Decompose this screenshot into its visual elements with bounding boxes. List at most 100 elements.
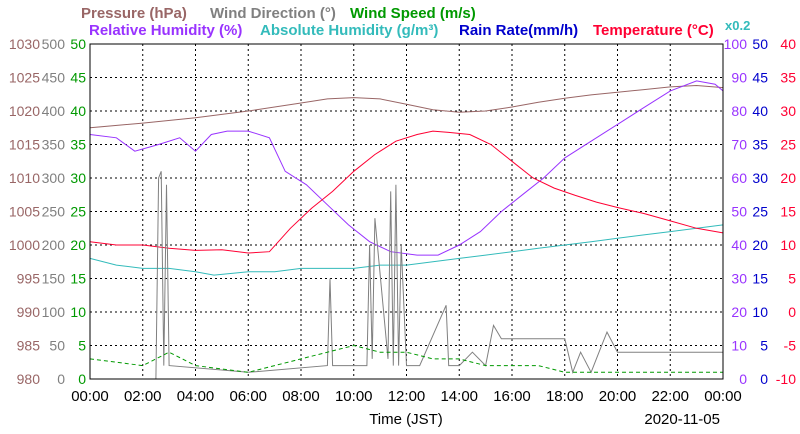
y-tick-wind-direction: 500 xyxy=(42,36,66,52)
series-humidity xyxy=(89,80,724,256)
y-tick-pressure: 1020 xyxy=(9,103,40,119)
y-tick-rain-rate: 0 xyxy=(760,371,768,387)
y-tick-wind-direction: 100 xyxy=(42,304,66,320)
y-tick-rain-rate: 5 xyxy=(760,338,768,354)
y-tick-humidity: 30 xyxy=(731,271,747,287)
x-tick-label: 12:00 xyxy=(388,388,426,405)
y-tick-wind-speed: 25 xyxy=(70,204,86,220)
y-tick-rain-rate: 45 xyxy=(752,70,768,86)
y-tick-humidity: 70 xyxy=(731,137,747,153)
x-tick-label: 22:00 xyxy=(651,388,689,405)
x-tick-label: 02:00 xyxy=(124,388,162,405)
x-tick-label: 00:00 xyxy=(71,388,109,405)
y-tick-temperature: 35 xyxy=(780,70,796,86)
legend-wind-direction: Wind Direction (°) xyxy=(210,5,336,22)
y-tick-humidity: 0 xyxy=(739,371,747,387)
legend-pressure: Pressure (hPa) xyxy=(81,5,187,22)
y-tick-wind-direction: 400 xyxy=(42,103,66,119)
x-axis-label: Time (JST) xyxy=(369,411,443,428)
y-tick-rain-rate: 20 xyxy=(752,237,768,253)
y-tick-wind-speed: 30 xyxy=(70,170,86,186)
y-tick-humidity: 10 xyxy=(731,338,747,354)
y-axes: 1030102510201015101010051000995990985980… xyxy=(9,36,796,387)
y-tick-humidity: 60 xyxy=(731,170,747,186)
y-tick-wind-direction: 150 xyxy=(42,271,66,287)
x-tick-label: 18:00 xyxy=(546,388,584,405)
series-wind-speed xyxy=(89,344,723,373)
legend-rain-rate: Rain Rate(mm/h) xyxy=(459,22,578,39)
y-tick-pressure: 990 xyxy=(17,304,41,320)
x-axis: 00:00 02:00 04:00 06:00 08:00 10:00 12:00 14:00… xyxy=(71,388,742,405)
y-tick-temperature: -5 xyxy=(784,338,797,354)
y-tick-pressure: 1010 xyxy=(9,170,40,186)
y-tick-wind-direction: 0 xyxy=(57,371,65,387)
series-group xyxy=(89,80,724,380)
y-tick-rain-rate: 40 xyxy=(752,103,768,119)
legend: Pressure (hPa) Wind Direction (°) Wind S… xyxy=(81,5,750,39)
legend-scale-note: x0.2 xyxy=(725,18,750,33)
series-temperature xyxy=(89,130,724,254)
y-tick-wind-speed: 50 xyxy=(70,36,86,52)
legend-wind-speed: Wind Speed (m/s) xyxy=(350,5,476,22)
y-tick-temperature: 5 xyxy=(788,271,796,287)
legend-absolute-humidity: Absolute Humidity (g/m³) xyxy=(260,22,438,39)
x-tick-label: 14:00 xyxy=(440,388,478,405)
y-tick-temperature: 15 xyxy=(780,204,796,220)
y-tick-pressure: 1000 xyxy=(9,237,40,253)
y-tick-temperature: 25 xyxy=(780,137,796,153)
y-tick-temperature: 20 xyxy=(780,170,796,186)
legend-relative-humidity: Relative Humidity (%) xyxy=(89,22,242,39)
y-tick-temperature: -10 xyxy=(776,371,796,387)
y-tick-rain-rate: 10 xyxy=(752,304,768,320)
y-tick-wind-speed: 40 xyxy=(70,103,86,119)
x-tick-label: 06:00 xyxy=(229,388,267,405)
y-tick-wind-speed: 0 xyxy=(78,371,86,387)
x-tick-label: 08:00 xyxy=(282,388,320,405)
y-tick-wind-speed: 15 xyxy=(70,271,86,287)
y-tick-temperature: 0 xyxy=(788,304,796,320)
x-tick-label: 10:00 xyxy=(335,388,373,405)
series-humidity-absolute xyxy=(89,224,724,276)
x-tick-label: 20:00 xyxy=(599,388,637,405)
y-tick-wind-direction: 450 xyxy=(42,70,66,86)
series-pressure xyxy=(89,84,724,129)
y-tick-humidity: 100 xyxy=(724,36,748,52)
date-label: 2020-11-05 xyxy=(644,411,720,428)
y-tick-pressure: 1015 xyxy=(9,137,40,153)
plot-frame xyxy=(89,43,724,380)
y-tick-wind-speed: 10 xyxy=(70,304,86,320)
y-tick-pressure: 980 xyxy=(17,371,41,387)
y-tick-wind-speed: 20 xyxy=(70,237,86,253)
y-tick-wind-direction: 50 xyxy=(49,338,65,354)
y-tick-temperature: 30 xyxy=(780,103,796,119)
y-tick-wind-speed: 45 xyxy=(70,70,86,86)
y-tick-humidity: 40 xyxy=(731,237,747,253)
y-tick-wind-direction: 300 xyxy=(42,170,66,186)
y-tick-humidity: 50 xyxy=(731,204,747,220)
y-tick-rain-rate: 25 xyxy=(752,204,768,220)
y-tick-humidity: 80 xyxy=(731,103,747,119)
y-tick-pressure: 1030 xyxy=(9,36,40,52)
y-tick-wind-speed: 5 xyxy=(78,338,86,354)
y-tick-rain-rate: 35 xyxy=(752,137,768,153)
legend-temperature: Temperature (°C) xyxy=(593,22,714,39)
y-tick-wind-direction: 200 xyxy=(42,237,66,253)
x-tick-label: 00:00 xyxy=(704,388,742,405)
x-tick-label: 04:00 xyxy=(177,388,215,405)
series-wind-direction xyxy=(90,171,723,380)
y-tick-wind-speed: 35 xyxy=(70,137,86,153)
y-tick-rain-rate: 30 xyxy=(752,170,768,186)
y-tick-rain-rate: 50 xyxy=(752,36,768,52)
y-tick-rain-rate: 15 xyxy=(752,271,768,287)
y-tick-temperature: 40 xyxy=(780,36,796,52)
y-tick-wind-direction: 250 xyxy=(42,204,66,220)
y-tick-pressure: 1005 xyxy=(9,204,40,220)
y-tick-humidity: 90 xyxy=(731,70,747,86)
grid xyxy=(90,44,723,379)
y-tick-temperature: 10 xyxy=(780,237,796,253)
y-tick-wind-direction: 350 xyxy=(42,137,66,153)
y-tick-pressure: 1025 xyxy=(9,70,40,86)
y-tick-humidity: 20 xyxy=(731,304,747,320)
x-tick-label: 16:00 xyxy=(493,388,531,405)
